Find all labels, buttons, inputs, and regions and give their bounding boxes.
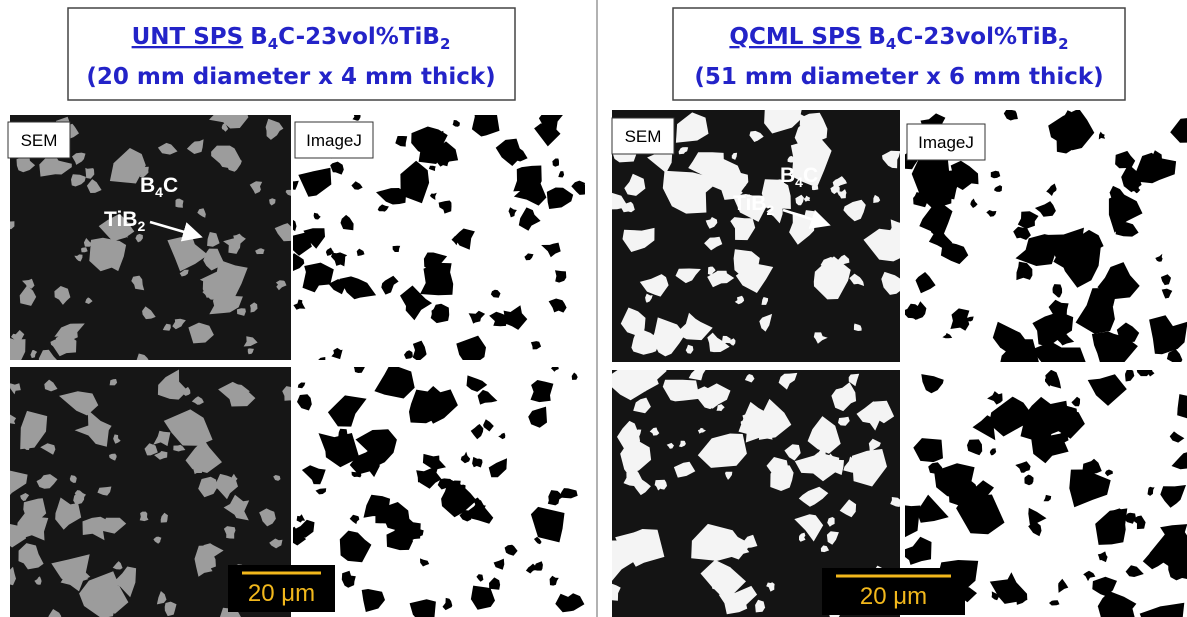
title-subtitle: (20 mm diameter x 4 mm thick) bbox=[86, 64, 495, 90]
b4c-part: C bbox=[803, 164, 818, 187]
tib2-part: 2 bbox=[137, 218, 145, 234]
scale-bar-label: 20 μm bbox=[248, 580, 315, 607]
b4c-part: C bbox=[163, 174, 178, 197]
imagej-label: ImageJ bbox=[306, 131, 362, 150]
tib2-part: 2 bbox=[766, 202, 774, 218]
title-formula: B4C-23vol%TiB2 bbox=[250, 24, 450, 53]
title-formula-part: B bbox=[868, 24, 886, 50]
title-formula-part: 4 bbox=[268, 35, 278, 53]
title-formula-part: 4 bbox=[886, 35, 896, 53]
b4c-part: B bbox=[140, 174, 155, 197]
imagej-label: ImageJ bbox=[918, 133, 974, 152]
sem-label: SEM bbox=[21, 131, 58, 150]
scale-bar-label: 20 μm bbox=[860, 583, 927, 610]
b4c-part: 4 bbox=[795, 174, 803, 190]
b4c-part: B bbox=[780, 164, 795, 187]
title-formula-part: 2 bbox=[440, 35, 450, 53]
title-line: QCML SPS B4C-23vol%TiB2 bbox=[729, 24, 1068, 53]
title-formula: B4C-23vol%TiB2 bbox=[868, 24, 1068, 53]
title-formula-part: B bbox=[250, 24, 268, 50]
title-underlined: UNT SPS bbox=[132, 24, 244, 50]
title-formula-part: C-23vol%TiB bbox=[896, 24, 1058, 50]
tib2-part: TiB bbox=[104, 208, 137, 231]
b4c-part: 4 bbox=[155, 184, 163, 200]
figure: UNT SPSB4C-23vol%TiB2(20 mm diameter x 4… bbox=[0, 0, 1187, 617]
tib2-part: TiB bbox=[733, 192, 766, 215]
title-underlined: QCML SPS bbox=[729, 24, 861, 50]
title-formula-part: 2 bbox=[1058, 35, 1068, 53]
sem-label: SEM bbox=[625, 127, 662, 146]
title-formula-part: C-23vol%TiB bbox=[278, 24, 440, 50]
title-subtitle: (51 mm diameter x 6 mm thick) bbox=[694, 64, 1103, 90]
